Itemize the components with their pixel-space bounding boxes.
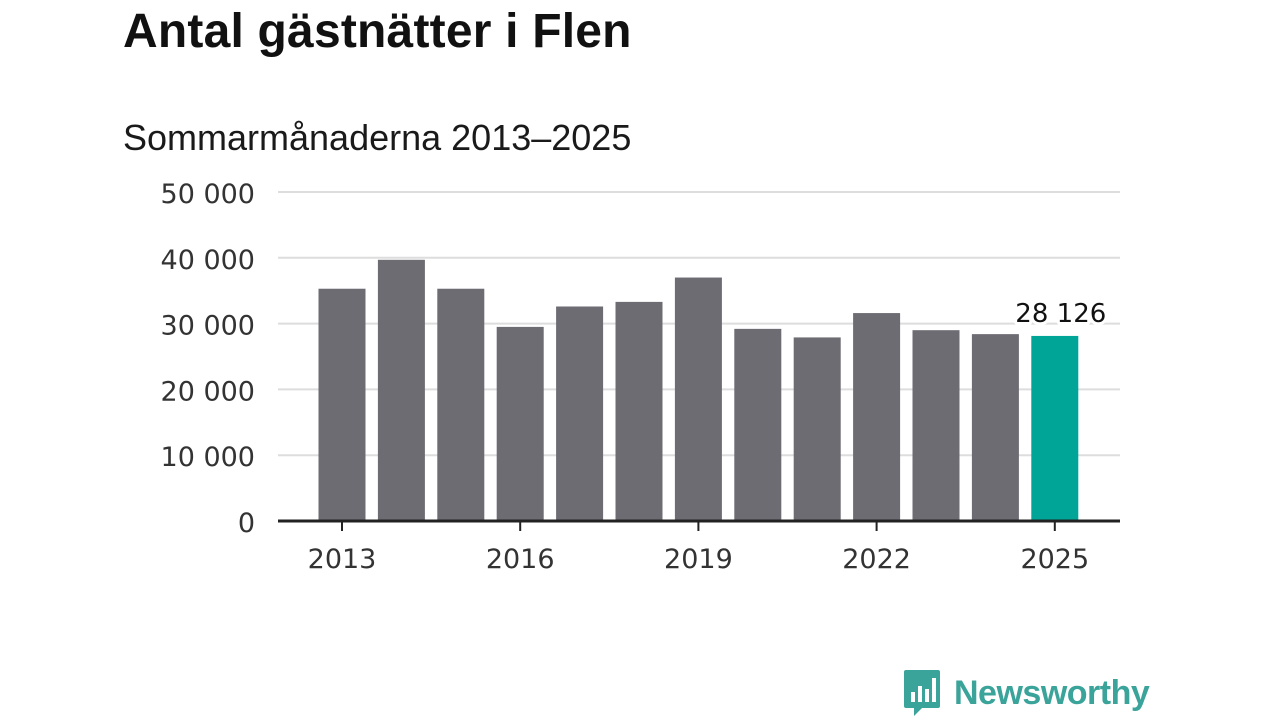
bar-2025 — [1031, 335, 1079, 521]
bar-2024 — [971, 334, 1019, 521]
y-tick-label: 10 000 — [161, 442, 255, 473]
x-tick-label: 2013 — [308, 544, 377, 575]
x-tick-label: 2025 — [1020, 544, 1089, 575]
data-labels: 28 126 — [1012, 296, 1109, 332]
bar-2021 — [793, 337, 841, 521]
x-tick-label: 2019 — [664, 544, 733, 575]
chart-bubble-icon — [904, 670, 940, 716]
x-tick-label: 2022 — [842, 544, 911, 575]
bar-chart: 0 10 000 20 000 30 000 40 000 50 000 2013 2016… — [161, 179, 1120, 575]
bar-2022 — [853, 313, 901, 521]
y-tick-label: 30 000 — [161, 311, 255, 342]
y-tick-label: 50 000 — [161, 179, 255, 210]
bar-2023 — [912, 330, 960, 521]
bars — [318, 259, 1079, 521]
x-tick-labels: 2013 2016 2019 2022 2025 — [308, 521, 1089, 575]
bar-2013 — [318, 288, 366, 521]
logo-wordmark: Newsworthy — [954, 673, 1150, 712]
newsworthy-logo: Newsworthy — [902, 668, 1150, 718]
bar-2015 — [437, 288, 485, 521]
bar-2014 — [377, 259, 425, 521]
y-tick-label: 40 000 — [161, 245, 255, 276]
bar-2020 — [734, 328, 782, 521]
y-tick-labels: 0 10 000 20 000 30 000 40 000 50 000 — [161, 179, 255, 539]
x-tick-label: 2016 — [486, 544, 555, 575]
bar-2018 — [615, 301, 663, 521]
chart-subtitle: Sommarmånaderna 2013–2025 — [123, 117, 632, 158]
chart-title: Antal gästnätter i Flen — [123, 5, 632, 58]
bar-2016 — [496, 326, 544, 521]
y-tick-label: 20 000 — [161, 376, 255, 407]
bar-2017 — [556, 306, 604, 521]
bar-2019 — [674, 277, 722, 521]
data-label: 28 126 — [1015, 299, 1106, 329]
y-tick-label: 0 — [238, 508, 255, 539]
